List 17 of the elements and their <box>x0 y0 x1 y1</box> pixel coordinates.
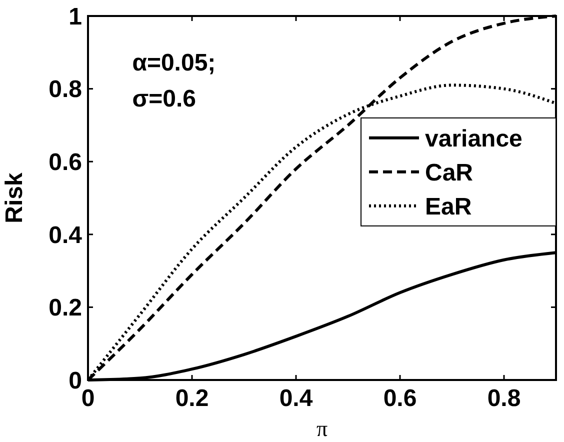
y-tick-label: 0.2 <box>48 294 82 322</box>
legend-label: EaR <box>425 193 472 220</box>
legend-label: variance <box>425 125 522 152</box>
y-tick-label: 0 <box>68 367 82 394</box>
y-axis-title: Risk <box>1 172 28 224</box>
x-axis-title: π <box>316 416 328 441</box>
annotation: α=0.05; <box>132 50 216 77</box>
y-tick-label: 0.4 <box>48 222 83 249</box>
y-tick-label: 0.6 <box>48 149 82 176</box>
legend-label: CaR <box>425 159 474 186</box>
x-tick-label: 0.6 <box>383 385 417 412</box>
x-tick-label: 0.2 <box>175 385 209 412</box>
y-tick-label: 0.8 <box>48 76 82 104</box>
annotation: σ=0.6 <box>132 86 196 113</box>
x-tick-label: 0.8 <box>487 385 521 412</box>
y-tick-label: 1 <box>68 3 82 30</box>
x-tick-label: 0.4 <box>279 385 314 412</box>
